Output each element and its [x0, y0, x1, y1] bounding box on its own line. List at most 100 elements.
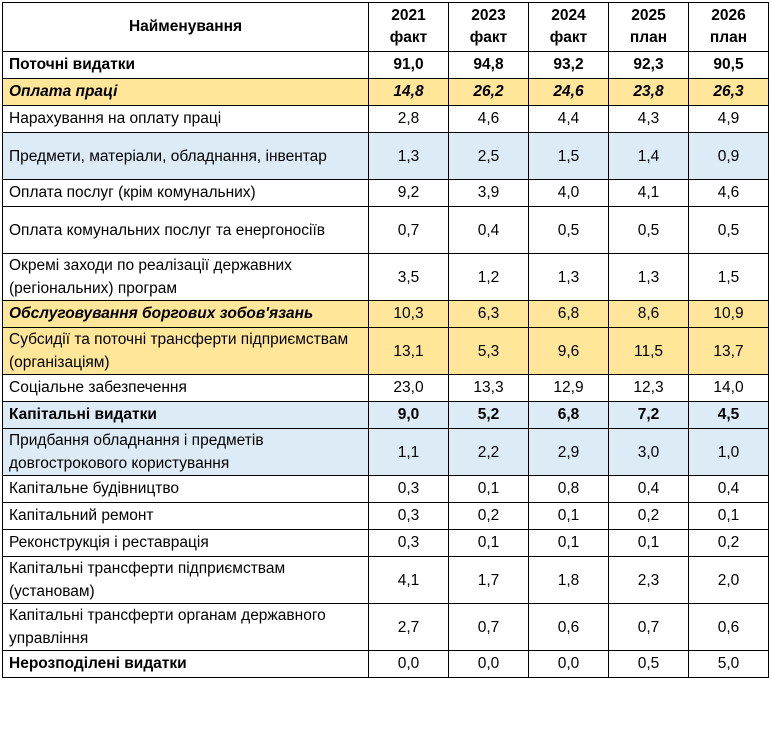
cell-value: 0,6	[528, 603, 609, 651]
cell-value: 0,4	[688, 475, 769, 503]
cell-value: 92,3	[608, 51, 689, 79]
cell-value: 0,3	[368, 475, 449, 503]
cell-value: 10,3	[368, 300, 449, 328]
row-label: Капітальне будівництво	[2, 475, 369, 503]
row-label: Нарахування на оплату праці	[2, 105, 369, 133]
cell-value: 0,0	[528, 650, 609, 678]
cell-value: 0,5	[608, 206, 689, 254]
table-row: Соціальне забезпечення 23,0 13,3 12,9 12…	[2, 374, 769, 402]
cell-value: 5,3	[448, 327, 529, 375]
cell-value: 23,8	[608, 78, 689, 106]
table-row: Капітальне будівництво 0,3 0,1 0,8 0,4 0…	[2, 475, 769, 503]
table-row: Оплата комунальних послуг та енергоносії…	[2, 206, 769, 254]
cell-value: 0,7	[608, 603, 689, 651]
cell-value: 0,1	[448, 529, 529, 557]
cell-value: 13,3	[448, 374, 529, 402]
cell-value: 5,2	[448, 401, 529, 429]
table-row: Обслуговування боргових зобов'язань 10,3…	[2, 300, 769, 328]
cell-value: 4,1	[368, 556, 449, 604]
cell-value: 0,0	[448, 650, 529, 678]
cell-value: 1,1	[368, 428, 449, 476]
cell-value: 1,0	[688, 428, 769, 476]
table-row: Нарахування на оплату праці 2,8 4,6 4,4 …	[2, 105, 769, 133]
cell-value: 4,6	[448, 105, 529, 133]
table-row: Капітальні трансферти органам державного…	[2, 603, 769, 651]
cell-value: 1,3	[608, 253, 689, 301]
row-label: Придбання обладнання і предметів довгост…	[2, 428, 369, 476]
cell-value: 8,6	[608, 300, 689, 328]
cell-value: 2,7	[368, 603, 449, 651]
cell-value: 14,0	[688, 374, 769, 402]
cell-value: 14,8	[368, 78, 449, 106]
cell-value: 1,5	[528, 132, 609, 180]
table-row: Предмети, матеріали, обладнання, інвента…	[2, 132, 769, 180]
cell-value: 0,8	[528, 475, 609, 503]
cell-value: 0,4	[448, 206, 529, 254]
cell-value: 13,7	[688, 327, 769, 375]
cell-value: 1,5	[688, 253, 769, 301]
cell-value: 0,1	[528, 502, 609, 530]
cell-value: 23,0	[368, 374, 449, 402]
cell-value: 2,9	[528, 428, 609, 476]
row-label: Капітальні видатки	[2, 401, 369, 429]
cell-value: 2,3	[608, 556, 689, 604]
cell-value: 10,9	[688, 300, 769, 328]
header-col-2023: 2023 факт	[448, 2, 529, 52]
table-row: Нерозподілені видатки 0,0 0,0 0,0 0,5 5,…	[2, 650, 769, 678]
cell-value: 2,8	[368, 105, 449, 133]
table-row: Капітальний ремонт 0,3 0,2 0,1 0,2 0,1	[2, 502, 769, 530]
cell-value: 4,6	[688, 179, 769, 207]
cell-value: 0,2	[608, 502, 689, 530]
cell-value: 9,0	[368, 401, 449, 429]
cell-value: 3,0	[608, 428, 689, 476]
row-label: Поточні видатки	[2, 51, 369, 79]
cell-value: 0,7	[448, 603, 529, 651]
row-label: Нерозподілені видатки	[2, 650, 369, 678]
cell-value: 4,5	[688, 401, 769, 429]
cell-value: 12,9	[528, 374, 609, 402]
row-label: Оплата комунальних послуг та енергоносії…	[2, 206, 369, 254]
header-col-2025: 2025 план	[608, 2, 689, 52]
table-row: Капітальні трансферти підприємствам (уст…	[2, 556, 769, 604]
cell-value: 0,3	[368, 529, 449, 557]
cell-value: 4,9	[688, 105, 769, 133]
cell-value: 0,7	[368, 206, 449, 254]
cell-value: 91,0	[368, 51, 449, 79]
row-label: Капітальний ремонт	[2, 502, 369, 530]
header-col-2024: 2024 факт	[528, 2, 609, 52]
row-label: Субсидії та поточні трансферти підприємс…	[2, 327, 369, 375]
cell-value: 6,3	[448, 300, 529, 328]
cell-value: 4,1	[608, 179, 689, 207]
cell-value: 12,3	[608, 374, 689, 402]
cell-value: 2,2	[448, 428, 529, 476]
table-row: Реконструкція і реставрація 0,3 0,1 0,1 …	[2, 529, 769, 557]
table-row: Оплата праці 14,8 26,2 24,6 23,8 26,3	[2, 78, 769, 106]
cell-value: 1,3	[368, 132, 449, 180]
cell-value: 0,1	[528, 529, 609, 557]
cell-value: 26,2	[448, 78, 529, 106]
table-row: Поточні видатки 91,0 94,8 93,2 92,3 90,5	[2, 51, 769, 79]
row-label: Реконструкція і реставрація	[2, 529, 369, 557]
cell-value: 3,9	[448, 179, 529, 207]
cell-value: 26,3	[688, 78, 769, 106]
cell-value: 0,2	[688, 529, 769, 557]
table-row: Окремі заходи по реалізації державних (р…	[2, 253, 769, 301]
row-label: Капітальні трансферти підприємствам (уст…	[2, 556, 369, 604]
row-label: Предмети, матеріали, обладнання, інвента…	[2, 132, 369, 180]
row-label: Обслуговування боргових зобов'язань	[2, 300, 369, 328]
cell-value: 4,4	[528, 105, 609, 133]
table-row: Оплата послуг (крім комунальних) 9,2 3,9…	[2, 179, 769, 207]
expenditure-table: Найменування 2021 факт 2023 факт 2024 факт …	[2, 2, 769, 678]
cell-value: 6,8	[528, 300, 609, 328]
cell-value: 11,5	[608, 327, 689, 375]
cell-value: 9,2	[368, 179, 449, 207]
header-name: Найменування	[2, 2, 369, 52]
cell-value: 5,0	[688, 650, 769, 678]
cell-value: 0,4	[608, 475, 689, 503]
header-col-2021: 2021 факт	[368, 2, 449, 52]
table-row: Придбання обладнання і предметів довгост…	[2, 428, 769, 476]
cell-value: 0,0	[368, 650, 449, 678]
row-label: Соціальне забезпечення	[2, 374, 369, 402]
cell-value: 0,3	[368, 502, 449, 530]
cell-value: 1,2	[448, 253, 529, 301]
